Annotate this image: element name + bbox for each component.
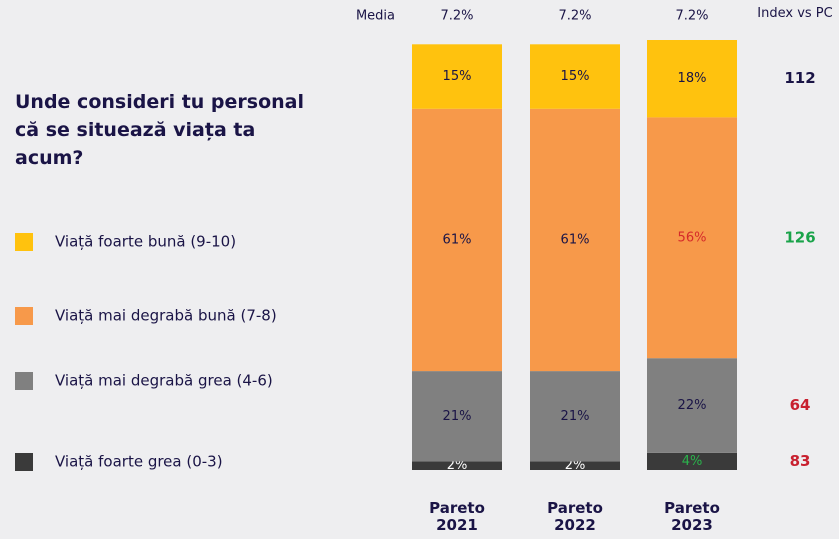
- index-value: 126: [784, 228, 815, 246]
- value-label: 18%: [678, 71, 707, 86]
- bar-segment: [412, 44, 502, 109]
- legend-swatch: [15, 307, 33, 325]
- value-label: 22%: [678, 398, 707, 413]
- x-tick-label: Pareto 2021: [429, 499, 485, 534]
- value-label: 2%: [565, 458, 586, 473]
- index-value: 112: [784, 69, 815, 87]
- legend-swatch: [15, 372, 33, 390]
- x-tick-label: Pareto 2022: [547, 499, 603, 534]
- bar-segment: [530, 461, 620, 470]
- legend-label: Viață mai degrabă bună (7-8): [55, 307, 277, 325]
- legend-label: Viață foarte bună (9-10): [55, 233, 236, 251]
- bar-segment: [412, 108, 502, 372]
- value-label: 21%: [443, 409, 472, 424]
- bar-segment: [647, 358, 737, 453]
- legend-label: Viață foarte grea (0-3): [55, 453, 223, 471]
- value-label: 2%: [447, 458, 468, 473]
- value-label: 15%: [443, 69, 472, 84]
- index-header: Index vs PC: [757, 6, 833, 21]
- media-label: Media: [356, 9, 395, 24]
- bar-segment: [647, 117, 737, 359]
- bar-segment: [647, 452, 737, 470]
- bar-segment: [647, 40, 737, 118]
- legend-swatch: [15, 453, 33, 471]
- value-label: 4%: [682, 454, 703, 469]
- x-tick-label: Pareto 2023: [664, 499, 720, 534]
- media-value: 7.2%: [440, 9, 473, 24]
- value-label: 15%: [561, 69, 590, 84]
- bar-segment: [530, 44, 620, 109]
- value-label: 56%: [678, 230, 707, 245]
- bar-segment: [530, 371, 620, 462]
- media-value: 7.2%: [675, 9, 708, 24]
- value-label: 61%: [561, 232, 590, 247]
- value-label: 61%: [443, 232, 472, 247]
- media-value: 7.2%: [558, 9, 591, 24]
- legend-swatch: [15, 233, 33, 251]
- bar-segment: [412, 461, 502, 470]
- bar-segment: [530, 108, 620, 372]
- bar-segment: [412, 371, 502, 462]
- chart-title: Unde consideri tu personal că se situeaz…: [15, 91, 305, 169]
- value-label: 21%: [561, 409, 590, 424]
- index-value: 64: [790, 396, 811, 414]
- index-value: 83: [790, 452, 811, 470]
- legend-label: Viață mai degrabă grea (4-6): [55, 372, 273, 390]
